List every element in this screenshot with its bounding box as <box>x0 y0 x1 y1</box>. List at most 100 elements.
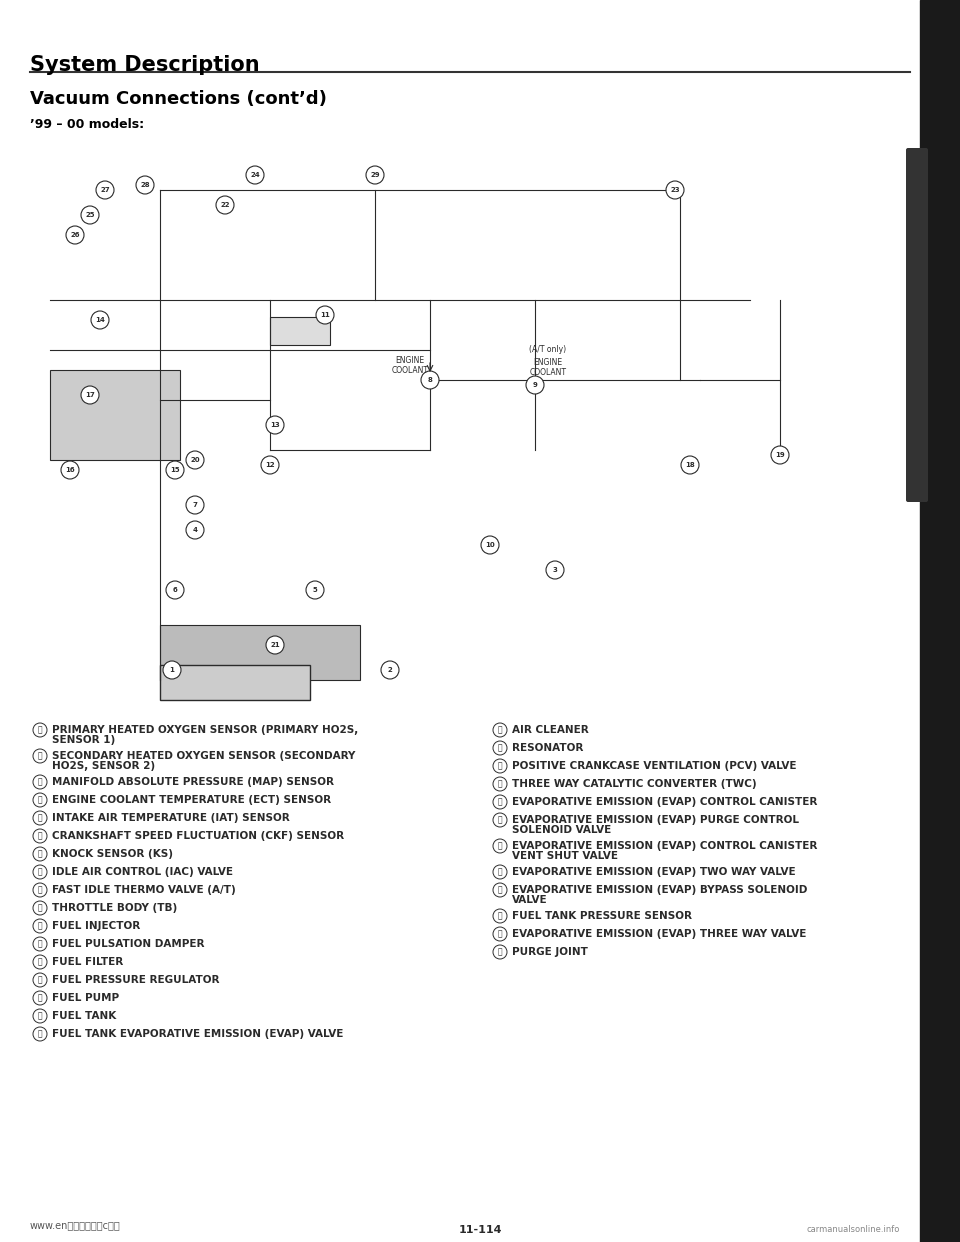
Text: EVAPORATIVE EMISSION (EVAP) PURGE CONTROL: EVAPORATIVE EMISSION (EVAP) PURGE CONTRO… <box>512 815 799 825</box>
Circle shape <box>33 749 47 763</box>
Text: ⓡ: ⓡ <box>37 903 42 913</box>
Text: POSITIVE CRANKCASE VENTILATION (PCV) VALVE: POSITIVE CRANKCASE VENTILATION (PCV) VAL… <box>512 761 797 771</box>
Text: EVAPORATIVE EMISSION (EVAP) THREE WAY VALVE: EVAPORATIVE EMISSION (EVAP) THREE WAY VA… <box>512 929 806 939</box>
Circle shape <box>33 792 47 807</box>
Text: ⓤ: ⓤ <box>37 958 42 966</box>
Text: FUEL PRESSURE REGULATOR: FUEL PRESSURE REGULATOR <box>52 975 220 985</box>
Text: THREE WAY CATALYTIC CONVERTER (TWC): THREE WAY CATALYTIC CONVERTER (TWC) <box>512 779 756 789</box>
Text: INTAKE AIR TEMPERATURE (IAT) SENSOR: INTAKE AIR TEMPERATURE (IAT) SENSOR <box>52 814 290 823</box>
Text: 9: 9 <box>533 383 538 388</box>
Text: 1: 1 <box>170 667 175 673</box>
Circle shape <box>681 456 699 474</box>
Text: 11-114: 11-114 <box>458 1225 502 1235</box>
Text: 7: 7 <box>193 502 198 508</box>
Circle shape <box>33 775 47 789</box>
Circle shape <box>493 741 507 755</box>
Text: ⑴: ⑴ <box>497 761 502 770</box>
Text: EVAPORATIVE EMISSION (EVAP) CONTROL CANISTER: EVAPORATIVE EMISSION (EVAP) CONTROL CANI… <box>512 841 817 851</box>
Circle shape <box>216 196 234 214</box>
Text: ⓧ: ⓧ <box>37 1011 42 1021</box>
Text: ⑷: ⑷ <box>497 816 502 825</box>
Text: FUEL FILTER: FUEL FILTER <box>52 958 123 968</box>
Circle shape <box>61 461 79 479</box>
Circle shape <box>493 864 507 879</box>
Text: ⑶: ⑶ <box>497 797 502 806</box>
Text: ⓨ: ⓨ <box>37 1030 42 1038</box>
Text: CRANKSHAFT SPEED FLUCTUATION (CKF) SENSOR: CRANKSHAFT SPEED FLUCTUATION (CKF) SENSO… <box>52 831 344 841</box>
Text: ⑵: ⑵ <box>497 780 502 789</box>
Circle shape <box>481 537 499 554</box>
Circle shape <box>33 883 47 897</box>
Text: 20: 20 <box>190 457 200 463</box>
Circle shape <box>33 900 47 915</box>
Circle shape <box>33 955 47 969</box>
Text: ⓙ: ⓙ <box>37 751 42 760</box>
Text: SECONDARY HEATED OXYGEN SENSOR (SECONDARY: SECONDARY HEATED OXYGEN SENSOR (SECONDAR… <box>52 751 355 761</box>
Text: SOLENOID VALVE: SOLENOID VALVE <box>512 825 612 835</box>
Circle shape <box>666 181 684 199</box>
Circle shape <box>493 945 507 959</box>
Circle shape <box>136 176 154 194</box>
Circle shape <box>33 864 47 879</box>
Circle shape <box>91 310 109 329</box>
Text: ⓘ: ⓘ <box>37 725 42 734</box>
Circle shape <box>33 936 47 951</box>
Circle shape <box>493 814 507 827</box>
Text: ⓛ: ⓛ <box>37 795 42 805</box>
Text: MANIFOLD ABSOLUTE PRESSURE (MAP) SENSOR: MANIFOLD ABSOLUTE PRESSURE (MAP) SENSOR <box>52 777 334 787</box>
Text: ENGINE
COOLANT: ENGINE COOLANT <box>530 358 566 378</box>
Text: KNOCK SENSOR (KS): KNOCK SENSOR (KS) <box>52 850 173 859</box>
Text: RESONATOR: RESONATOR <box>512 743 584 753</box>
Circle shape <box>493 759 507 773</box>
Text: ⓚ: ⓚ <box>37 777 42 786</box>
Circle shape <box>246 166 264 184</box>
Circle shape <box>493 795 507 809</box>
Circle shape <box>266 636 284 655</box>
Text: ⑺: ⑺ <box>497 886 502 894</box>
Text: 15: 15 <box>170 467 180 473</box>
Text: ⑹: ⑹ <box>497 867 502 877</box>
Text: ⓜ: ⓜ <box>37 814 42 822</box>
Circle shape <box>381 661 399 679</box>
Circle shape <box>81 206 99 224</box>
Text: FUEL INJECTOR: FUEL INJECTOR <box>52 922 140 932</box>
Circle shape <box>33 811 47 825</box>
Circle shape <box>186 496 204 514</box>
Text: 27: 27 <box>100 188 109 193</box>
Circle shape <box>366 166 384 184</box>
Text: EVAPORATIVE EMISSION (EVAP) CONTROL CANISTER: EVAPORATIVE EMISSION (EVAP) CONTROL CANI… <box>512 797 817 807</box>
Circle shape <box>493 927 507 941</box>
Text: 28: 28 <box>140 183 150 188</box>
Text: carmanualsonline.info: carmanualsonline.info <box>806 1225 900 1235</box>
Text: AIR CLEANER: AIR CLEANER <box>512 725 588 735</box>
Text: 18: 18 <box>685 462 695 468</box>
Bar <box>30 138 900 633</box>
Circle shape <box>33 1027 47 1041</box>
Text: 23: 23 <box>670 188 680 193</box>
Text: ⓝ: ⓝ <box>37 831 42 841</box>
Text: SENSOR 1): SENSOR 1) <box>52 735 115 745</box>
Circle shape <box>33 723 47 737</box>
Text: 11: 11 <box>320 312 330 318</box>
Bar <box>50 370 180 460</box>
Circle shape <box>546 561 564 579</box>
Text: ⓥ: ⓥ <box>37 975 42 985</box>
Circle shape <box>316 306 334 324</box>
Circle shape <box>421 371 439 389</box>
Text: ⓠ: ⓠ <box>37 886 42 894</box>
Circle shape <box>33 919 47 933</box>
Circle shape <box>493 777 507 791</box>
Circle shape <box>493 883 507 897</box>
Circle shape <box>493 909 507 923</box>
Text: EVAPORATIVE EMISSION (EVAP) TWO WAY VALVE: EVAPORATIVE EMISSION (EVAP) TWO WAY VALV… <box>512 867 796 877</box>
Text: 13: 13 <box>270 422 280 428</box>
Text: 29: 29 <box>371 171 380 178</box>
Text: 16: 16 <box>65 467 75 473</box>
Text: 10: 10 <box>485 542 494 548</box>
Circle shape <box>96 181 114 199</box>
Text: FUEL TANK PRESSURE SENSOR: FUEL TANK PRESSURE SENSOR <box>512 910 692 922</box>
Text: ⑳: ⑳ <box>497 744 502 753</box>
Text: Vacuum Connections (cont’d): Vacuum Connections (cont’d) <box>30 89 326 108</box>
Circle shape <box>166 461 184 479</box>
Text: ENGINE
COOLANT: ENGINE COOLANT <box>392 356 428 375</box>
